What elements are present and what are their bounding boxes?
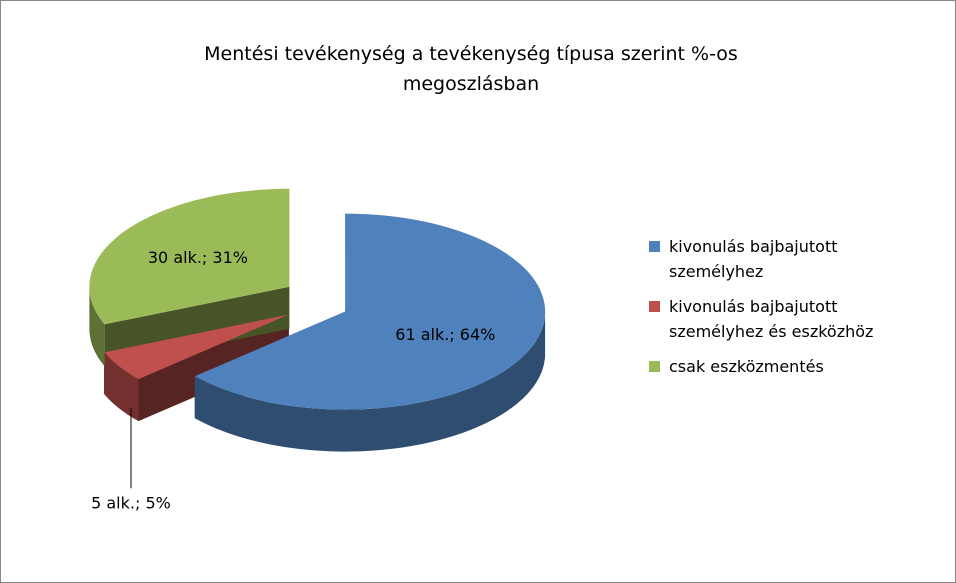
slice: [89, 188, 290, 325]
slice-side: [194, 311, 546, 452]
legend-item: kivonulás bajbajutott személyhez és eszk…: [649, 294, 929, 344]
chart-title: Mentési tevékenység a tevékenység típusa…: [204, 43, 738, 95]
slice-side: [89, 286, 105, 367]
legend-swatch: [649, 301, 660, 312]
legend-item: csak eszközmentés: [649, 354, 929, 379]
legend-swatch: [649, 361, 660, 372]
data-label: 30 alk.; 31%: [148, 248, 248, 267]
legend-label: csak eszközmentés: [669, 357, 824, 376]
slice: [104, 314, 289, 380]
slice-side: [104, 352, 139, 422]
legend-label: kivonulás bajbajutott személyhez: [669, 237, 838, 281]
slice: [194, 213, 546, 410]
data-label: 61 alk.; 64%: [395, 325, 495, 344]
data-label: 5 alk.; 5%: [91, 493, 171, 512]
legend-swatch: [649, 241, 660, 252]
legend-label: kivonulás bajbajutott személyhez és eszk…: [669, 297, 874, 341]
legend: kivonulás bajbajutott személyhez kivonulá…: [649, 234, 929, 389]
legend-item: kivonulás bajbajutott személyhez: [649, 234, 929, 284]
